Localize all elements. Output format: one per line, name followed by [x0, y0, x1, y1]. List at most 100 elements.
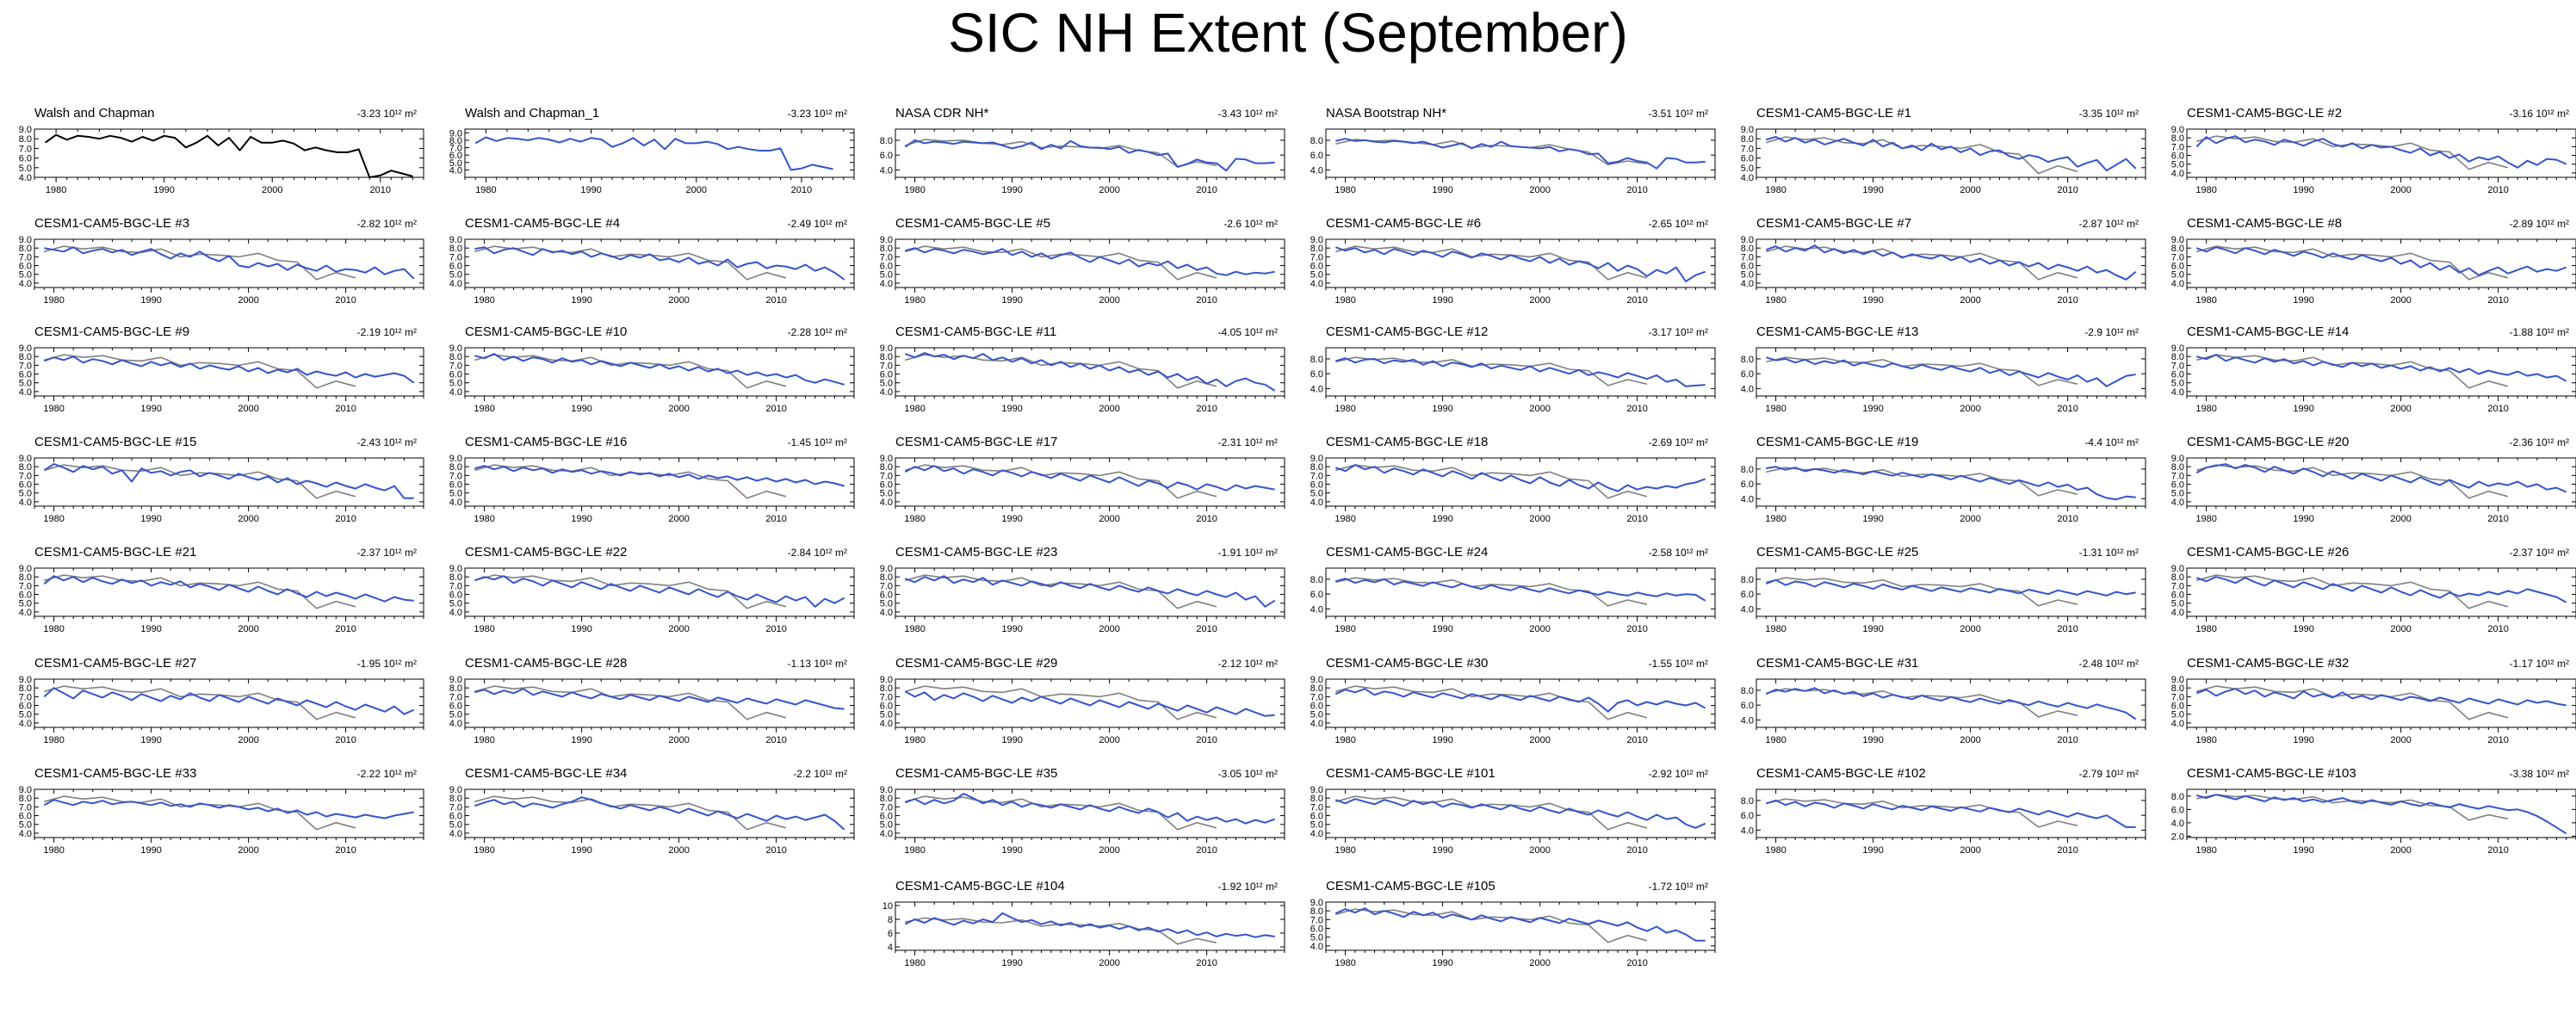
series-line-model — [43, 799, 414, 819]
series-line-obs — [1335, 139, 1648, 166]
x-tick-label: 2000 — [1960, 295, 1980, 306]
plot-frame — [1325, 788, 1716, 838]
trend-label: -3.17 10¹² m² — [1649, 326, 1708, 338]
x-tick-label: 1980 — [1334, 958, 1355, 968]
x-tick-label: 1990 — [1001, 735, 1022, 745]
trend-label: -2.22 10¹² m² — [357, 768, 417, 780]
y-tick-label: 4.0 — [880, 829, 893, 839]
x-tick-label: 1990 — [1862, 845, 1883, 856]
panel-19: CESM1-CAM5-BGC-LE #15 -2.43 10¹² m² 4.05.0… — [19, 435, 424, 524]
series-line-model — [474, 688, 845, 710]
series-line-obs — [2196, 685, 2509, 720]
y-tick-label: 6.0 — [2171, 262, 2184, 272]
series-line-model — [2195, 576, 2567, 603]
y-tick-label: 8.0 — [1741, 796, 1754, 807]
x-tick-label: 1980 — [2195, 295, 2216, 306]
trend-label: -2.92 10¹² m² — [1649, 768, 1708, 780]
trend-label: -2.19 10¹² m² — [357, 326, 417, 338]
panel-title: CESM1-CAM5-BGC-LE #25 — [1756, 545, 1918, 560]
y-tick-label: 6.0 — [19, 370, 32, 380]
trend-label: -2.65 10¹² m² — [1649, 218, 1708, 230]
y-tick-label: 5.0 — [880, 379, 893, 389]
y-tick-label: 6.0 — [2171, 702, 2184, 712]
panel-25: CESM1-CAM5-BGC-LE #21 -2.37 10¹² m² 4.05.0… — [19, 545, 424, 634]
y-tick-label: 7.0 — [449, 361, 462, 371]
y-tick-label: 7.0 — [2171, 581, 2184, 591]
x-tick-label: 1980 — [2195, 735, 2216, 745]
y-tick-label: 7.0 — [2171, 361, 2184, 371]
plot-frame — [1325, 678, 1716, 728]
y-tick-label: 5.0 — [19, 820, 32, 831]
trend-label: -2.48 10¹² m² — [2079, 658, 2139, 670]
y-tick-label: 7.0 — [880, 581, 893, 591]
y-tick-label: 9.0 — [449, 454, 462, 464]
x-tick-label: 2010 — [2057, 624, 2078, 634]
panel-title: CESM1-CAM5-BGC-LE #104 — [895, 879, 1065, 893]
series-line-model — [1335, 578, 1706, 602]
series-line-model — [474, 246, 845, 281]
y-tick-label: 4.0 — [1741, 715, 1754, 726]
x-tick-label: 2010 — [1626, 735, 1647, 745]
y-tick-label: 5.0 — [449, 270, 462, 281]
y-tick-label: 9.0 — [19, 564, 32, 574]
y-tick-label: 9.0 — [1310, 898, 1323, 908]
y-tick-label: 7.0 — [880, 692, 893, 702]
x-tick-label: 2000 — [2390, 624, 2411, 634]
series-line-model — [43, 463, 414, 499]
y-tick-label: 5.0 — [2171, 599, 2184, 609]
y-tick-label: 5.0 — [2171, 160, 2184, 170]
y-tick-label: 7.0 — [19, 692, 32, 702]
series-line-model — [1765, 244, 2137, 281]
series-line-model — [43, 356, 415, 384]
x-tick-label: 1990 — [2293, 185, 2313, 195]
y-tick-label: 6.0 — [449, 812, 462, 822]
panel-1: Walsh and Chapman -3.23 10¹² m² 4.05.06.07… — [19, 106, 424, 195]
y-tick-label: 7.0 — [880, 802, 893, 813]
trend-label: -3.51 10¹² m² — [1649, 108, 1708, 120]
y-tick-label: 5.0 — [880, 710, 893, 720]
panel-title: CESM1-CAM5-BGC-LE #19 — [1756, 435, 1918, 449]
x-tick-label: 1990 — [1862, 735, 1883, 745]
y-tick-label: 4.0 — [2171, 387, 2184, 398]
y-tick-label: 6.0 — [880, 812, 893, 822]
y-tick-label: 5.0 — [449, 379, 462, 389]
panel-title: NASA Bootstrap NH* — [1326, 106, 1446, 121]
x-tick-label: 2010 — [1626, 958, 1647, 968]
series-line-model — [904, 352, 1276, 392]
x-tick-label: 2010 — [1626, 295, 1647, 306]
y-tick-label: 9.0 — [19, 343, 32, 354]
x-tick-label: 1990 — [1001, 624, 1022, 634]
series-line-obs — [905, 139, 1217, 168]
y-tick-label: 7.0 — [1310, 471, 1323, 481]
series-line-model — [1766, 799, 2136, 828]
y-tick-label: 8.0 — [2171, 462, 2184, 473]
x-tick-label: 1980 — [43, 404, 64, 414]
series-line-obs — [905, 917, 1217, 945]
panel-20: CESM1-CAM5-BGC-LE #16 -1.45 10¹² m² 4.05.0… — [449, 435, 855, 524]
y-tick-label: 8.0 — [449, 136, 462, 146]
panel-16: CESM1-CAM5-BGC-LE #12 -3.17 10¹² m² 4.0 6.0… — [1310, 325, 1716, 414]
x-tick-label: 2010 — [2057, 845, 2078, 856]
plot-frame — [34, 788, 424, 838]
panel-34: CESM1-CAM5-BGC-LE #30 -1.55 10¹² m² 4.05.0… — [1310, 656, 1716, 745]
trend-label: -1.45 10¹² m² — [788, 436, 847, 448]
plot-frame — [1325, 567, 1716, 617]
y-tick-label: 9.0 — [1741, 235, 1754, 245]
y-tick-label: 9.0 — [1310, 785, 1323, 795]
x-tick-label: 1980 — [43, 624, 64, 634]
y-tick-label: 4.0 — [1310, 384, 1323, 394]
panel-title: CESM1-CAM5-BGC-LE #24 — [1326, 545, 1488, 560]
trend-label: -2.49 10¹² m² — [788, 218, 847, 230]
x-tick-label: 1990 — [1432, 404, 1452, 414]
series-line-model — [1334, 798, 1706, 829]
y-tick-label: 9.0 — [449, 675, 462, 685]
y-tick-label: 8.0 — [2171, 352, 2184, 362]
x-tick-label: 2000 — [2390, 185, 2411, 195]
panel-5: CESM1-CAM5-BGC-LE #1 -3.35 10¹² m² 4.05.06… — [1741, 106, 2146, 195]
series-line-obs — [44, 354, 356, 389]
series-line-obs — [2196, 245, 2509, 281]
y-tick-label: 8.0 — [1741, 134, 1754, 145]
y-tick-label: 9.0 — [880, 564, 893, 574]
x-tick-label: 2000 — [1529, 514, 1550, 524]
x-tick-label: 2000 — [1529, 185, 1550, 195]
